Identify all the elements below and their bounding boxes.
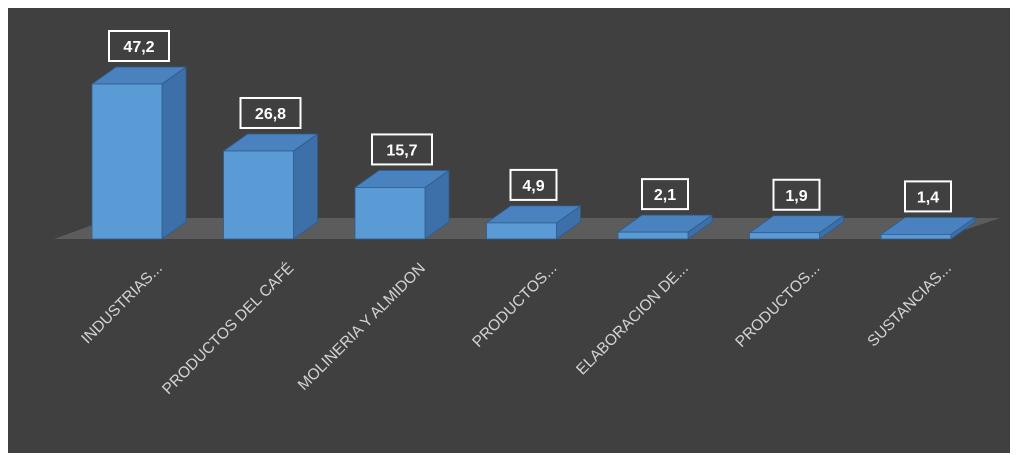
data-label-text: 2,1 [654,187,676,204]
data-label: 47,2 [108,30,170,62]
data-label: 15,7 [371,133,433,166]
bar [222,133,319,240]
data-label-text: 1,4 [917,189,939,206]
data-label-text: 26,8 [255,106,286,123]
bar-front-face [486,222,557,240]
category-label: PRODUCTOS... [732,260,823,351]
data-label-text: 4,9 [522,178,544,195]
bar [616,214,714,240]
category-label: ELABORACION DE... [573,260,692,379]
bar-front-face [91,83,163,240]
bar-chart: 47,226,815,74,92,1 1,9 1,4 INDUSTRIAS...PR… [54,30,1000,398]
category-label: PRODUCTOS DEL CAFÉ [159,260,297,398]
data-label-text: 1,9 [785,188,807,205]
data-label: 1,9 [772,178,821,211]
bar [90,66,188,240]
bar [748,214,845,240]
category-label: INDUSTRIAS... [78,260,166,348]
data-label: 1,4 [904,180,952,213]
bar-side-face [293,133,318,240]
data-label: 26,8 [239,96,302,129]
category-label: PRODUCTOS... [469,260,560,351]
category-label: SUSTANCIAS... [864,260,954,350]
bar-front-face [880,234,952,240]
bar [879,216,977,240]
data-label-text: 15,7 [386,142,417,159]
bar-front-face [749,232,820,240]
data-label-text: 47,2 [123,39,154,56]
chart-area: 47,2 26,8 15,7 4,9 2,1 1,9 1,4 INDUSTRIAS... PR… [8,8,1010,453]
bar [353,169,451,240]
category-label: MOLINERIA Y ALMIDON [295,260,429,394]
bar-front-face [617,231,689,240]
bar [485,205,582,240]
bar-side-face [161,66,187,240]
data-label: 2,1 [641,178,689,211]
data-label: 4,9 [509,168,558,201]
bar-front-face [354,187,426,240]
bar-front-face [223,150,294,240]
